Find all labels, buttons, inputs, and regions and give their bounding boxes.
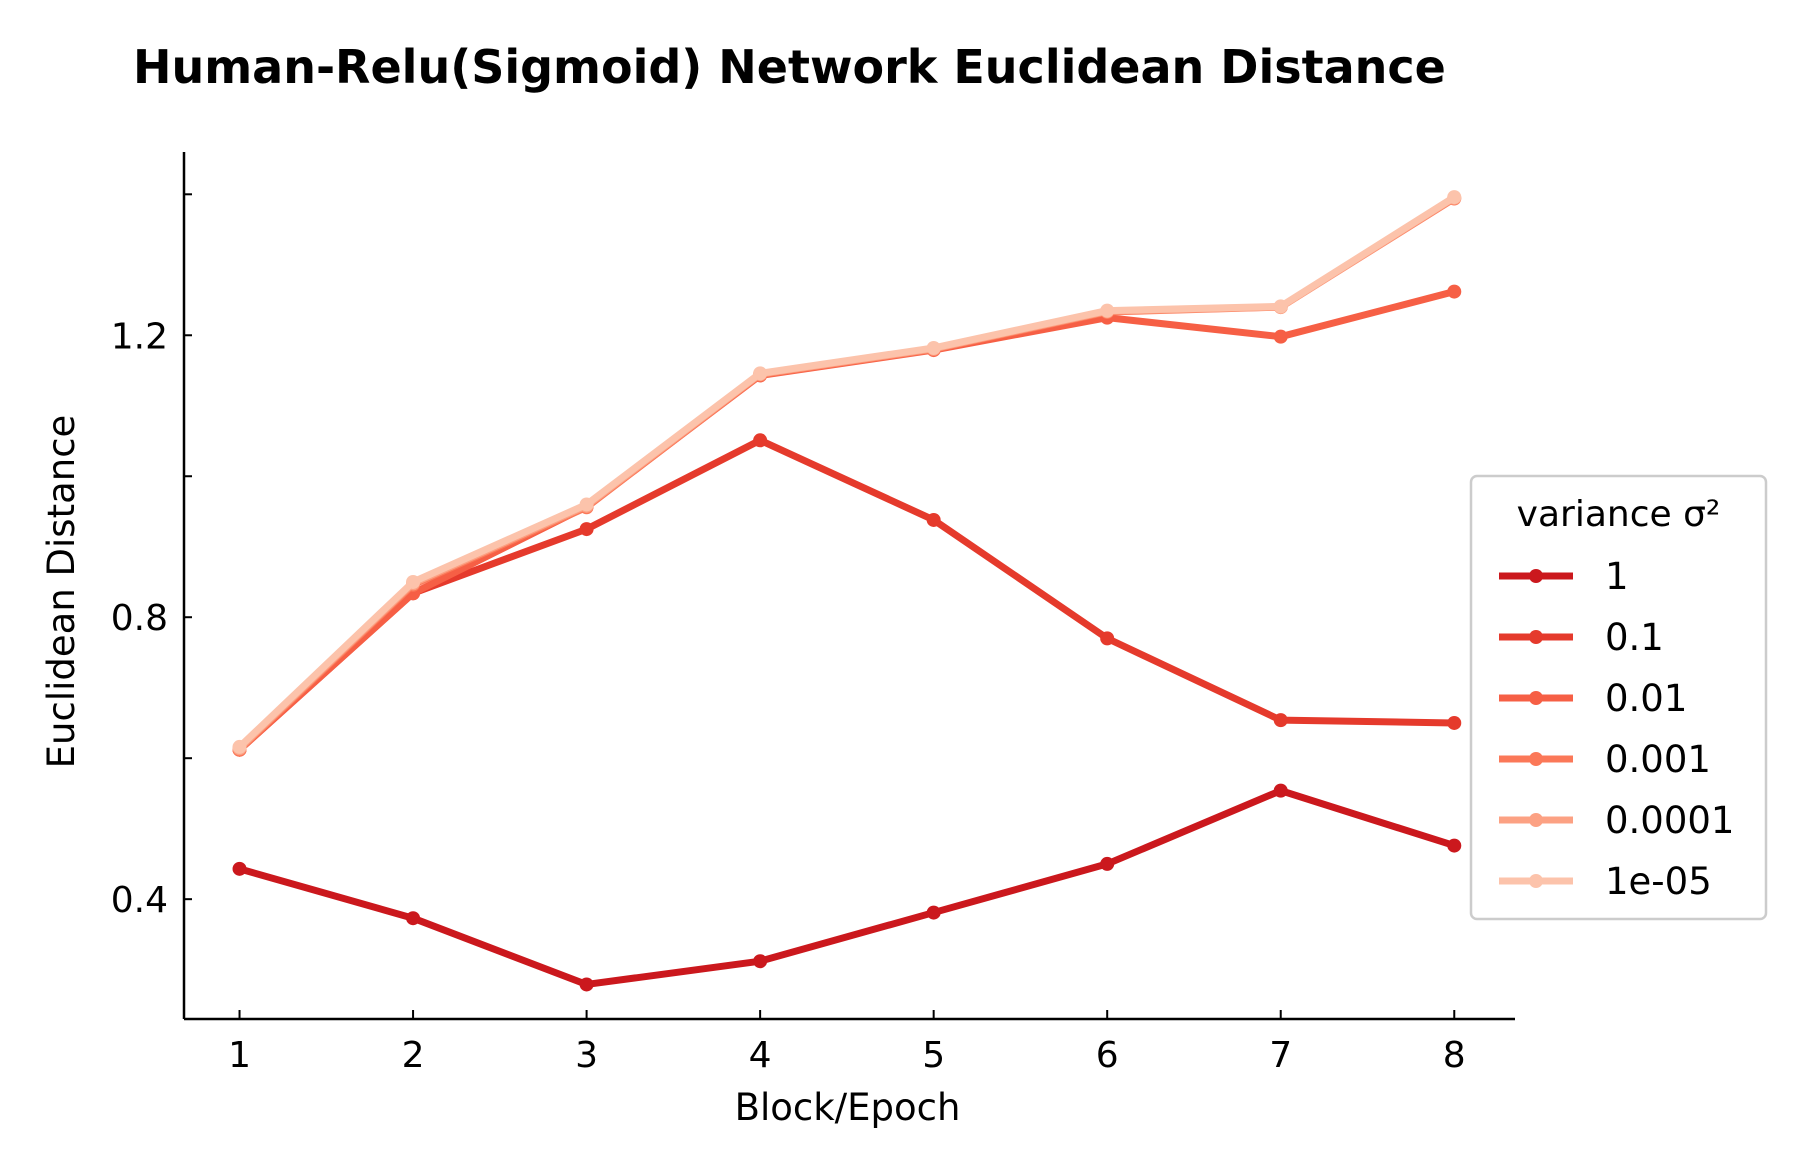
y-axis-title: Euclidean Distance <box>40 415 83 769</box>
series-line-0.1 <box>236 436 1458 754</box>
x-tick-label: 8 <box>1443 1035 1466 1076</box>
data-point-1 <box>1273 783 1288 798</box>
series-line-0.001 <box>236 195 1458 754</box>
data-point-1e-05 <box>406 574 421 589</box>
legend-label-0.1: 0.1 <box>1605 616 1664 659</box>
data-point-1e-05 <box>926 340 941 355</box>
legend-label-0.01: 0.01 <box>1605 677 1687 720</box>
legend-marker-0.1 <box>1529 630 1543 644</box>
data-point-0.1 <box>926 512 941 527</box>
x-tick-label: 1 <box>228 1035 251 1076</box>
legend-title: variance σ² <box>1517 494 1721 535</box>
chart-title: Human-Relu(Sigmoid) Network Euclidean Di… <box>133 40 1446 94</box>
data-point-0.1 <box>579 522 594 537</box>
data-point-1e-05 <box>232 739 247 754</box>
legend-label-0.0001: 0.0001 <box>1605 799 1734 842</box>
data-point-0.1 <box>753 433 768 448</box>
data-point-1 <box>1100 856 1115 871</box>
y-tick-label: 1.2 <box>111 316 168 357</box>
data-point-0.01 <box>1447 284 1462 299</box>
data-point-1e-05 <box>1447 190 1462 205</box>
x-tick-label: 5 <box>922 1035 945 1076</box>
data-point-1 <box>406 911 421 926</box>
y-tick-label: 0.4 <box>111 880 168 921</box>
series-line-0.0001 <box>236 194 1458 752</box>
data-point-1e-05 <box>1273 299 1288 314</box>
series-line-1 <box>236 787 1458 988</box>
series-line-1e-05 <box>236 193 1458 751</box>
data-point-0.1 <box>1447 715 1462 730</box>
legend-box <box>1469 474 1768 921</box>
x-tick-label: 6 <box>1096 1035 1119 1076</box>
data-point-0.01 <box>1273 329 1288 344</box>
data-point-1 <box>926 905 941 920</box>
legend-marker-0.01 <box>1529 691 1543 705</box>
data-point-1e-05 <box>579 497 594 512</box>
x-tick-label: 3 <box>575 1035 598 1076</box>
y-tick-label: 0.8 <box>111 598 168 639</box>
x-axis-title: Block/Epoch <box>735 1086 961 1129</box>
data-point-1 <box>753 954 768 969</box>
data-point-0.1 <box>1273 713 1288 728</box>
legend-marker-0.001 <box>1529 752 1543 766</box>
legend-marker-1e-05 <box>1529 874 1543 888</box>
x-tick-label: 2 <box>402 1035 425 1076</box>
data-point-1e-05 <box>753 366 768 381</box>
legend-label-1: 1 <box>1605 555 1629 598</box>
legend-marker-0.0001 <box>1529 813 1543 827</box>
data-point-1e-05 <box>1100 303 1115 318</box>
data-point-0.1 <box>1100 631 1115 646</box>
x-tick-label: 4 <box>749 1035 772 1076</box>
x-tick-label: 7 <box>1269 1035 1292 1076</box>
data-point-1 <box>579 977 594 992</box>
legend-label-1e-05: 1e-05 <box>1605 860 1712 903</box>
data-point-1 <box>232 861 247 876</box>
data-point-1 <box>1447 838 1462 853</box>
legend-marker-1 <box>1529 569 1543 583</box>
legend-label-0.001: 0.001 <box>1605 738 1711 781</box>
